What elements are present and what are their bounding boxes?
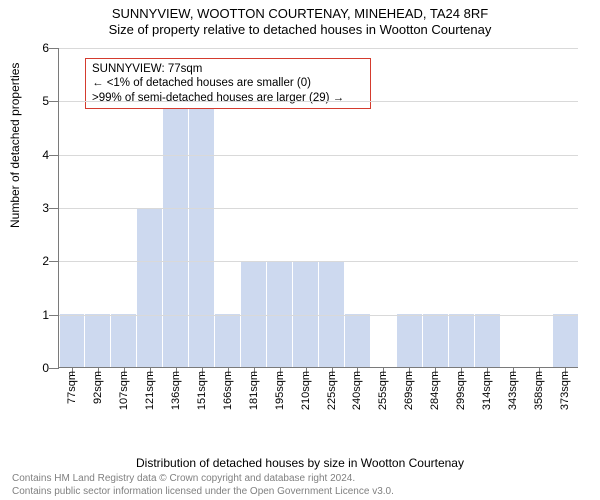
x-tick-label: 269sqm xyxy=(403,371,415,410)
y-tick-label: 1 xyxy=(33,308,49,322)
x-tick-label: 373sqm xyxy=(559,371,571,410)
x-tick-label: 195sqm xyxy=(274,371,286,410)
bar xyxy=(449,314,474,367)
bar xyxy=(85,314,110,367)
grid-line xyxy=(59,155,578,156)
y-tick-label: 2 xyxy=(33,254,49,268)
grid-line xyxy=(59,261,578,262)
plot-region: 77sqm92sqm107sqm121sqm136sqm151sqm166sqm… xyxy=(58,48,578,368)
x-tick-label: 181sqm xyxy=(248,371,260,410)
page-subtitle: Size of property relative to detached ho… xyxy=(0,22,600,37)
x-tick-label: 255sqm xyxy=(377,371,389,410)
bar xyxy=(215,314,240,367)
x-tick-label: 136sqm xyxy=(170,371,182,410)
y-tick xyxy=(49,368,59,369)
x-tick-label: 166sqm xyxy=(222,371,234,410)
x-tick-label: 343sqm xyxy=(507,371,519,410)
chart-area: 77sqm 92sqm 107sqm 121sqm 136sqm 151sqm 166sqm… xyxy=(58,48,578,408)
bar xyxy=(163,101,188,367)
y-tick xyxy=(49,261,59,262)
y-axis-label: Number of detached properties xyxy=(8,63,22,228)
y-tick-label: 4 xyxy=(33,148,49,162)
grid-line xyxy=(59,101,578,102)
x-tick-label: 358sqm xyxy=(533,371,545,410)
bar xyxy=(111,314,136,367)
page-title: SUNNYVIEW, WOOTTON COURTENAY, MINEHEAD, … xyxy=(0,6,600,21)
bar xyxy=(423,314,448,367)
y-tick xyxy=(49,315,59,316)
x-tick-label: 77sqm xyxy=(66,371,78,404)
y-tick-label: 5 xyxy=(33,94,49,108)
footer-attribution: Contains HM Land Registry data © Crown c… xyxy=(12,473,394,498)
x-tick-label: 240sqm xyxy=(351,371,363,410)
x-tick-label: 92sqm xyxy=(92,371,104,404)
x-axis-label: Distribution of detached houses by size … xyxy=(0,456,600,470)
x-tick-label: 151sqm xyxy=(196,371,208,410)
y-tick xyxy=(49,208,59,209)
y-tick-label: 0 xyxy=(33,361,49,375)
x-tick-label: 210sqm xyxy=(300,371,312,410)
bar xyxy=(189,101,214,367)
x-tick-label: 225sqm xyxy=(326,371,338,410)
y-tick xyxy=(49,48,59,49)
bar xyxy=(475,314,500,367)
bar xyxy=(60,314,85,367)
x-tick-label: 121sqm xyxy=(144,371,156,410)
grid-line xyxy=(59,48,578,49)
x-tick-label: 314sqm xyxy=(481,371,493,410)
footer-line-1: Contains HM Land Registry data © Crown c… xyxy=(12,473,394,486)
x-tick-label: 107sqm xyxy=(118,371,130,410)
annotation-line-1: SUNNYVIEW: 77sqm xyxy=(92,62,364,76)
grid-line xyxy=(59,208,578,209)
y-tick xyxy=(49,101,59,102)
grid-line xyxy=(59,315,578,316)
y-tick-label: 6 xyxy=(33,41,49,55)
y-tick xyxy=(49,155,59,156)
x-tick-label: 284sqm xyxy=(429,371,441,410)
bar xyxy=(137,208,162,368)
x-tick-label: 299sqm xyxy=(455,371,467,410)
y-tick-label: 3 xyxy=(33,201,49,215)
bar xyxy=(553,314,578,367)
bar xyxy=(345,314,370,367)
bar xyxy=(397,314,422,367)
annotation-line-3: >99% of semi-detached houses are larger … xyxy=(92,91,364,105)
footer-line-2: Contains public sector information licen… xyxy=(12,486,394,499)
annotation-line-2: ← <1% of detached houses are smaller (0) xyxy=(92,76,364,90)
